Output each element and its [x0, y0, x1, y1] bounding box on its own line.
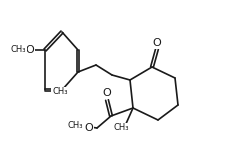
- Text: O: O: [84, 123, 93, 133]
- Text: CH₃: CH₃: [10, 46, 26, 54]
- Text: CH₃: CH₃: [67, 122, 82, 131]
- Text: CH₃: CH₃: [52, 87, 67, 97]
- Text: O: O: [152, 38, 161, 48]
- Text: CH₃: CH₃: [113, 123, 128, 133]
- Text: O: O: [25, 45, 34, 55]
- Text: O: O: [102, 88, 111, 98]
